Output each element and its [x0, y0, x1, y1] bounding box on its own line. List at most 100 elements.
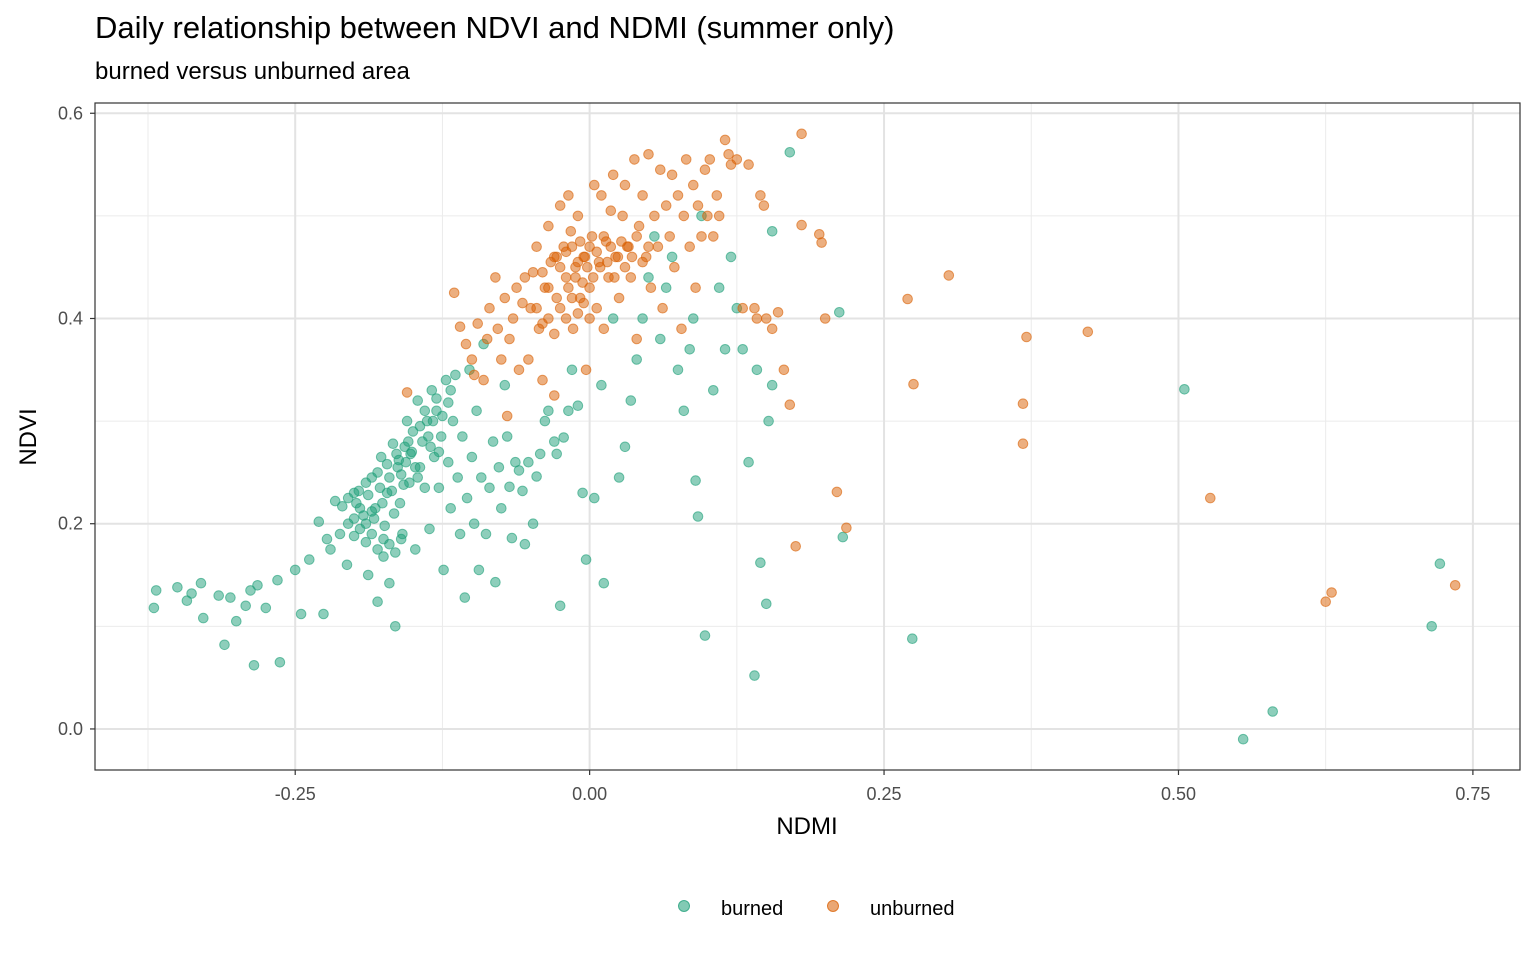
point-unburned — [761, 313, 772, 324]
point-unburned — [708, 231, 719, 242]
point-unburned — [511, 282, 522, 294]
point-burned — [360, 477, 372, 489]
point-burned — [368, 513, 380, 524]
point-unburned — [655, 164, 666, 175]
point-burned — [513, 465, 525, 476]
point-burned — [484, 482, 495, 494]
point-burned — [334, 528, 346, 540]
point-burned — [543, 405, 554, 417]
point-burned — [755, 557, 766, 569]
point-unburned — [626, 251, 638, 263]
point-burned — [473, 564, 485, 576]
point-unburned — [672, 190, 684, 201]
point-unburned — [537, 267, 548, 278]
point-burned — [784, 147, 796, 158]
point-unburned — [527, 267, 539, 278]
point-burned — [566, 364, 578, 376]
point-unburned — [466, 354, 478, 365]
point-burned — [390, 547, 401, 558]
point-unburned — [743, 159, 754, 170]
point-unburned — [704, 154, 716, 165]
point-unburned — [531, 241, 542, 252]
legend: burned unburned — [678, 898, 955, 920]
point-burned — [341, 559, 353, 571]
point-unburned — [596, 190, 607, 201]
point-burned — [213, 590, 224, 601]
point-burned — [395, 533, 407, 545]
point-unburned — [1017, 438, 1029, 450]
point-burned — [410, 544, 421, 555]
point-burned — [577, 487, 588, 499]
point-unburned — [587, 272, 599, 283]
point-unburned — [543, 313, 554, 324]
point-unburned — [943, 270, 955, 281]
y-tick-label: 0.6 — [58, 103, 83, 123]
point-unburned — [657, 302, 668, 314]
point-unburned — [549, 251, 560, 263]
point-unburned — [719, 134, 731, 146]
point-unburned — [566, 292, 578, 304]
point-unburned — [772, 307, 784, 318]
point-unburned — [652, 241, 664, 252]
point-burned — [743, 456, 754, 468]
point-unburned — [499, 292, 511, 304]
point-burned — [672, 364, 684, 376]
point-burned — [563, 405, 574, 417]
point-burned — [589, 492, 600, 504]
point-burned — [381, 458, 393, 470]
point-burned — [476, 472, 487, 483]
point-burned — [534, 448, 546, 460]
point-unburned — [702, 210, 713, 222]
point-burned — [580, 554, 592, 565]
point-unburned — [713, 210, 725, 222]
point-burned — [454, 528, 466, 540]
point-burned — [1237, 733, 1249, 745]
point-burned — [517, 485, 528, 497]
point-unburned — [1320, 596, 1331, 608]
point-unburned — [758, 200, 770, 211]
point-unburned — [678, 210, 690, 222]
point-burned — [424, 523, 435, 535]
point-unburned — [1017, 398, 1029, 410]
point-unburned — [731, 154, 743, 165]
point-burned — [438, 564, 449, 576]
point-burned — [480, 528, 492, 540]
point-burned — [321, 533, 333, 545]
legend-key-burned — [678, 900, 690, 912]
point-unburned — [711, 190, 723, 201]
point-unburned — [478, 374, 489, 386]
point-burned — [572, 400, 584, 412]
point-unburned — [617, 210, 628, 222]
point-burned — [313, 516, 325, 528]
point-burned — [613, 472, 625, 483]
point-burned — [619, 441, 631, 453]
point-unburned — [563, 282, 574, 294]
point-burned — [539, 415, 551, 427]
point-burned — [761, 598, 772, 610]
point-burned — [198, 612, 209, 624]
point-unburned — [612, 251, 624, 263]
point-burned — [354, 523, 366, 535]
point-burned — [394, 497, 406, 509]
point-burned — [186, 588, 197, 599]
point-burned — [504, 481, 515, 493]
point-unburned — [460, 338, 472, 350]
point-unburned — [484, 302, 495, 314]
point-unburned — [607, 169, 619, 181]
point-unburned — [637, 190, 648, 201]
point-burned — [519, 538, 531, 550]
point-burned — [688, 313, 699, 324]
point-burned — [260, 602, 272, 614]
point-burned — [412, 395, 424, 406]
point-burned — [523, 456, 534, 468]
legend-label-burned: burned — [721, 898, 783, 920]
x-axis-title: NDMI — [776, 813, 837, 840]
point-burned — [348, 487, 360, 499]
point-unburned — [602, 256, 613, 268]
point-unburned — [591, 246, 603, 258]
point-burned — [362, 489, 374, 501]
point-burned — [1179, 384, 1190, 395]
point-burned — [337, 501, 348, 512]
point-burned — [763, 415, 774, 427]
